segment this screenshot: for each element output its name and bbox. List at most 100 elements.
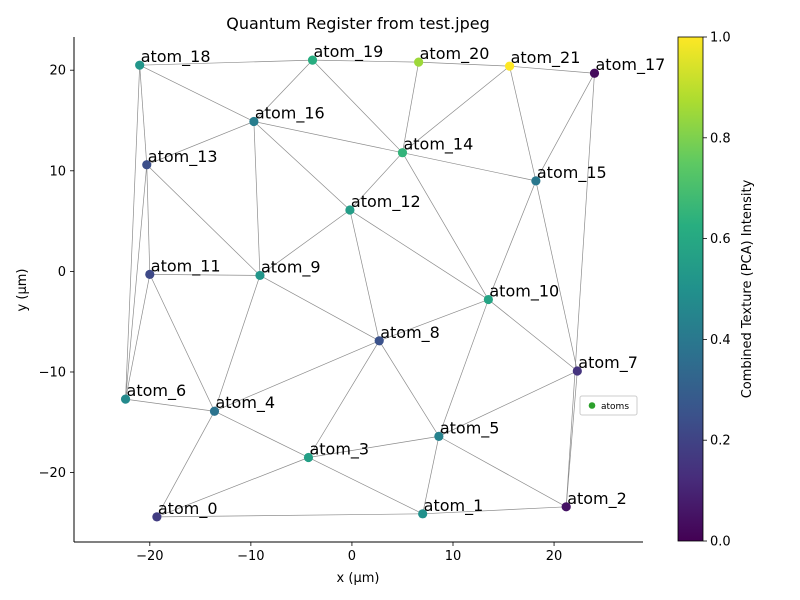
edge-atom_10-atom_12 xyxy=(349,209,489,300)
y-axis-label: y (μm) xyxy=(15,269,30,312)
plot-axes xyxy=(73,37,643,543)
edge-atom_19-atom_20 xyxy=(312,59,419,63)
edge-atom_7-atom_10 xyxy=(488,299,578,372)
edge-atom_9-atom_16 xyxy=(253,121,261,276)
edge-atom_9-atom_13 xyxy=(146,164,261,276)
edge-atom_18-atom_19 xyxy=(139,59,313,66)
point-atom_17 xyxy=(589,68,600,78)
chart-title: Quantum Register from test.jpeg xyxy=(226,14,489,33)
point-label-atom_1: atom_1 xyxy=(424,496,484,516)
point-label-atom_17: atom_17 xyxy=(595,55,665,75)
y-tick-label: 10 xyxy=(49,164,66,179)
point-label-atom_20: atom_20 xyxy=(420,44,490,64)
edge-atom_6-atom_18 xyxy=(125,65,141,400)
edge-atom_14-atom_21 xyxy=(402,65,510,153)
edge-atom_1-atom_3 xyxy=(308,457,423,515)
edge-atom_14-atom_20 xyxy=(402,62,419,153)
point-atom_7 xyxy=(572,366,582,376)
point-layer xyxy=(120,55,600,522)
label-layer: atom_0 atom_1 atom_2 atom_3 atom_4 atom_5 atom… xyxy=(127,42,666,519)
point-atom_13 xyxy=(142,160,152,170)
edge-atom_14-atom_15 xyxy=(402,152,536,182)
point-label-atom_10: atom_10 xyxy=(489,282,559,302)
edge-atom_5-atom_10 xyxy=(438,299,489,437)
edge-atom_20-atom_21 xyxy=(418,61,510,67)
edge-atom_12-atom_16 xyxy=(253,121,351,211)
edge-atom_11-atom_13 xyxy=(146,164,151,275)
edge-atom_9-atom_11 xyxy=(149,274,260,276)
edge-atom_1-atom_2 xyxy=(422,506,567,515)
point-label-atom_12: atom_12 xyxy=(351,192,421,212)
point-atom_19 xyxy=(307,55,318,65)
point-atom_9 xyxy=(255,270,265,281)
edge-atom_17-atom_21 xyxy=(509,65,595,74)
edge-atom_14-atom_16 xyxy=(253,121,403,154)
edge-atom_13-atom_18 xyxy=(139,65,148,165)
point-label-atom_11: atom_11 xyxy=(151,256,221,276)
x-axis-label: x (μm) xyxy=(337,571,380,586)
edge-atom_16-atom_19 xyxy=(253,59,313,122)
point-atom_16 xyxy=(249,116,259,127)
point-label-atom_19: atom_19 xyxy=(314,42,384,62)
colorbar-tick-label: 0.2 xyxy=(710,434,731,449)
edge-atom_2-atom_7 xyxy=(565,370,578,507)
x-tick-label: 10 xyxy=(445,549,462,564)
edge-atom_4-atom_11 xyxy=(149,274,215,412)
edge-atom_6-atom_13 xyxy=(125,164,148,400)
point-label-atom_0: atom_0 xyxy=(158,499,218,519)
point-atom_20 xyxy=(414,57,424,67)
point-label-atom_6: atom_6 xyxy=(127,381,187,401)
edge-atom_12-atom_14 xyxy=(349,152,403,211)
y-tick-label: 20 xyxy=(49,64,66,79)
point-label-atom_14: atom_14 xyxy=(403,135,473,155)
point-label-atom_7: atom_7 xyxy=(578,353,638,373)
point-atom_15 xyxy=(531,176,541,186)
edge-atom_8-atom_12 xyxy=(349,209,380,341)
point-label-atom_16: atom_16 xyxy=(255,104,325,124)
legend-box xyxy=(579,395,638,416)
y-tick-label: 0 xyxy=(58,265,66,280)
edge-atom_4-atom_6 xyxy=(125,398,215,412)
edge-atom_9-atom_12 xyxy=(259,209,351,276)
y-ticks: −20 −10 0 10 20 xyxy=(39,64,74,481)
x-tick-label: 20 xyxy=(546,549,563,564)
edge-atom_6-atom_11 xyxy=(125,274,151,400)
point-atom_10 xyxy=(483,294,493,305)
edge-atom_1-atom_5 xyxy=(422,436,440,514)
edge-atom_2-atom_17 xyxy=(565,73,595,507)
point-atom_21 xyxy=(504,61,515,71)
legend: atoms xyxy=(579,395,638,416)
point-label-atom_2: atom_2 xyxy=(567,489,627,509)
edge-atom_16-atom_18 xyxy=(139,64,255,122)
legend-marker xyxy=(588,402,596,409)
point-label-atom_8: atom_8 xyxy=(380,323,440,343)
edge-atom_7-atom_15 xyxy=(535,180,578,372)
colorbar-tick-label: 0.0 xyxy=(710,535,731,550)
edge-atom_3-atom_4 xyxy=(214,410,309,458)
edge-atom_8-atom_10 xyxy=(379,299,489,342)
colorbar: 0.0 0.2 0.4 0.6 0.8 1.0 Combined Texture (PCA… xyxy=(677,31,755,550)
point-atom_12 xyxy=(345,205,355,215)
edge-atom_4-atom_9 xyxy=(214,275,261,412)
point-atom_5 xyxy=(434,431,444,441)
point-atom_18 xyxy=(135,60,145,70)
colorbar-tick-label: 1.0 xyxy=(710,31,731,46)
point-label-atom_21: atom_21 xyxy=(511,48,581,68)
edge-atom_5-atom_8 xyxy=(378,340,440,437)
point-atom_14 xyxy=(397,148,408,158)
point-atom_6 xyxy=(120,394,131,404)
colorbar-tick-label: 0.4 xyxy=(710,333,731,348)
edge-atom_0-atom_4 xyxy=(156,411,215,518)
edge-atom_8-atom_9 xyxy=(259,275,380,342)
point-label-atom_5: atom_5 xyxy=(440,418,500,438)
edge-atom_10-atom_14 xyxy=(402,152,489,300)
edge-atom_14-atom_19 xyxy=(312,59,403,153)
point-label-atom_4: atom_4 xyxy=(215,393,275,413)
edge-atom_0-atom_3 xyxy=(156,457,309,518)
point-label-atom_15: atom_15 xyxy=(537,163,607,183)
point-label-atom_9: atom_9 xyxy=(261,257,321,277)
edge-layer xyxy=(125,59,595,518)
point-atom_11 xyxy=(145,269,155,280)
edge-atom_13-atom_16 xyxy=(146,121,255,166)
